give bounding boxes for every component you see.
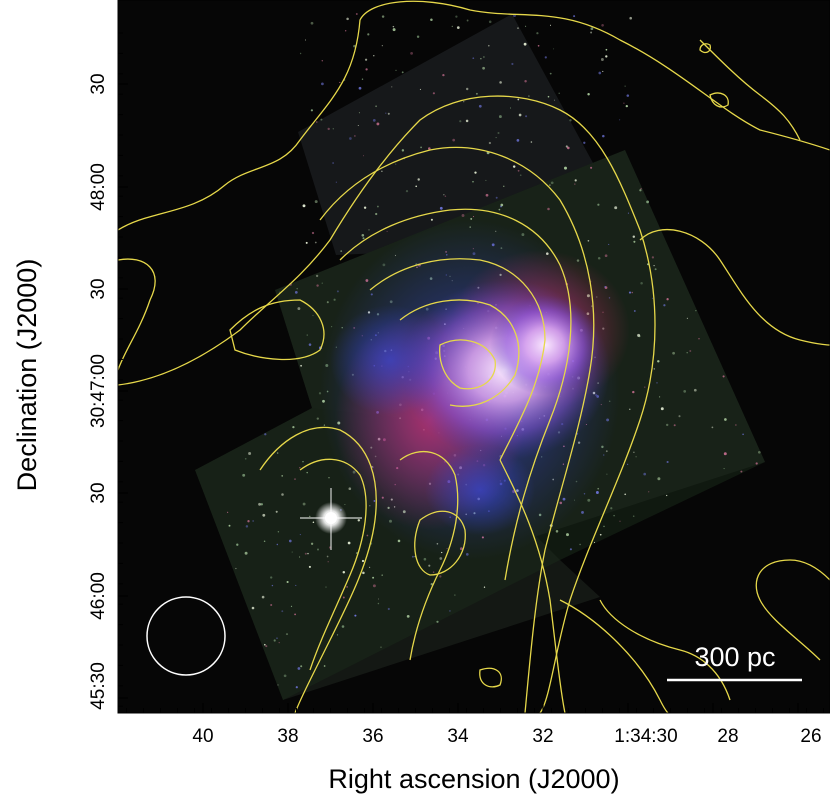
x-tick-label: 28: [717, 726, 738, 747]
x-axis-title: Right ascension (J2000): [328, 764, 619, 794]
x-tick-label: 36: [362, 726, 383, 747]
y-axis-title: Declination (J2000): [12, 259, 42, 492]
y-axis-ticks: [118, 83, 128, 699]
y-tick-label: 30:47:00: [88, 354, 109, 428]
y-tick-label: 30: [88, 278, 109, 299]
y-tick-labels: 30 48:00 30 30:47:00 30 46:00 45:30: [88, 73, 109, 709]
y-tick-label: 30: [88, 482, 109, 503]
contour-lines: [118, 0, 830, 713]
y-tick-label: 48:00: [88, 163, 109, 211]
x-tick-label: 1:34:30: [614, 726, 677, 747]
x-tick-label: 32: [532, 726, 553, 747]
nebula: [320, 220, 630, 560]
bright-star: [300, 488, 362, 550]
x-tick-labels: 40 38 36 34 32 1:34:30 28 26: [192, 726, 821, 747]
x-tick-label: 34: [447, 726, 469, 747]
beam-circle: [146, 596, 226, 676]
x-axis-ticks: [202, 703, 799, 713]
y-tick-label: 46:00: [88, 572, 109, 620]
scale-bar-label: 300 pc: [694, 642, 775, 672]
x-tick-label: 26: [800, 726, 821, 747]
y-tick-label: 45:30: [88, 662, 109, 710]
plot-frame: [117, 0, 830, 714]
y-tick-label: 30: [88, 73, 109, 94]
x-tick-label: 40: [192, 726, 213, 747]
x-tick-label: 38: [277, 726, 298, 747]
